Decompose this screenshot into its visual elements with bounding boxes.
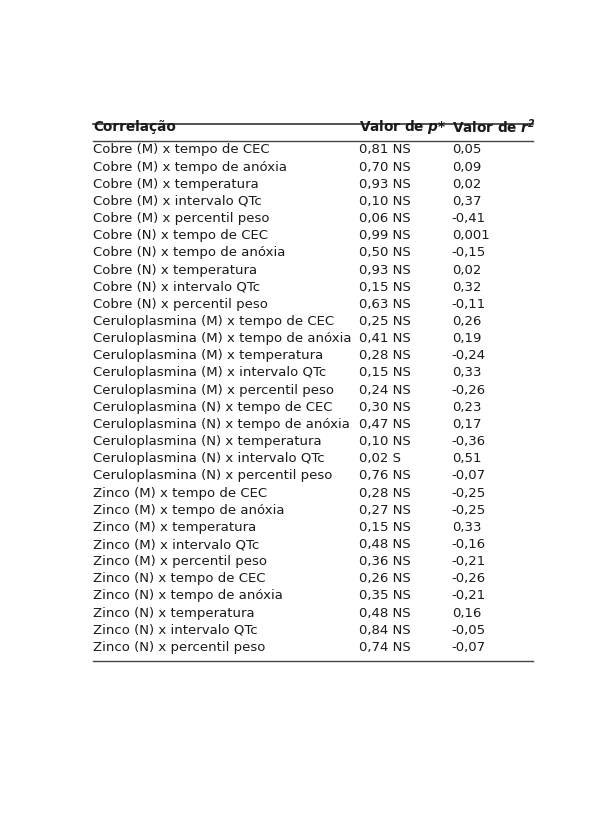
Text: 0,09: 0,09: [452, 161, 481, 174]
Text: Valor de $\bfit{r}^{2}$: Valor de $\bfit{r}^{2}$: [452, 117, 536, 136]
Text: Zinco (N) x tempo de CEC: Zinco (N) x tempo de CEC: [93, 572, 266, 586]
Text: 0,30 NS: 0,30 NS: [359, 400, 411, 414]
Text: Cobre (N) x intervalo QTc: Cobre (N) x intervalo QTc: [93, 281, 260, 294]
Text: 0,48 NS: 0,48 NS: [359, 607, 411, 620]
Text: 0,70 NS: 0,70 NS: [359, 161, 411, 174]
Text: 0,15 NS: 0,15 NS: [359, 281, 411, 294]
Text: 0,81 NS: 0,81 NS: [359, 143, 411, 156]
Text: 0,06 NS: 0,06 NS: [359, 212, 411, 225]
Text: Zinco (M) x tempo de CEC: Zinco (M) x tempo de CEC: [93, 486, 267, 500]
Text: 0,23: 0,23: [452, 400, 481, 414]
Text: 0,63 NS: 0,63 NS: [359, 298, 411, 311]
Text: 0,15 NS: 0,15 NS: [359, 366, 411, 379]
Text: -0,07: -0,07: [452, 469, 486, 482]
Text: -0,41: -0,41: [452, 212, 486, 225]
Text: Zinco (M) x percentil peso: Zinco (M) x percentil peso: [93, 555, 267, 568]
Text: Zinco (M) x intervalo QTc: Zinco (M) x intervalo QTc: [93, 538, 259, 551]
Text: Zinco (N) x percentil peso: Zinco (N) x percentil peso: [93, 641, 266, 654]
Text: 0,41 NS: 0,41 NS: [359, 333, 411, 345]
Text: Ceruloplasmina (N) x tempo de CEC: Ceruloplasmina (N) x tempo de CEC: [93, 400, 333, 414]
Text: Cobre (M) x percentil peso: Cobre (M) x percentil peso: [93, 212, 270, 225]
Text: -0,25: -0,25: [452, 486, 486, 500]
Text: -0,16: -0,16: [452, 538, 486, 551]
Text: 0,27 NS: 0,27 NS: [359, 504, 411, 517]
Text: Zinco (N) x tempo de anóxia: Zinco (N) x tempo de anóxia: [93, 590, 283, 603]
Text: Ceruloplasmina (M) x percentil peso: Ceruloplasmina (M) x percentil peso: [93, 383, 334, 396]
Text: 0,02 S: 0,02 S: [359, 452, 401, 465]
Text: Cobre (M) x intervalo QTc: Cobre (M) x intervalo QTc: [93, 195, 262, 208]
Text: 0,28 NS: 0,28 NS: [359, 486, 411, 500]
Text: -0,25: -0,25: [452, 504, 486, 517]
Text: Cobre (M) x tempo de anóxia: Cobre (M) x tempo de anóxia: [93, 161, 287, 174]
Text: -0,11: -0,11: [452, 298, 486, 311]
Text: 0,001: 0,001: [452, 229, 490, 242]
Text: -0,15: -0,15: [452, 247, 486, 260]
Text: -0,26: -0,26: [452, 383, 486, 396]
Text: Cobre (N) x tempo de anóxia: Cobre (N) x tempo de anóxia: [93, 247, 285, 260]
Text: 0,33: 0,33: [452, 521, 481, 534]
Text: Zinco (M) x tempo de anóxia: Zinco (M) x tempo de anóxia: [93, 504, 285, 517]
Text: Ceruloplasmina (N) x intervalo QTc: Ceruloplasmina (N) x intervalo QTc: [93, 452, 325, 465]
Text: 0,37: 0,37: [452, 195, 481, 208]
Text: 0,35 NS: 0,35 NS: [359, 590, 411, 603]
Text: -0,24: -0,24: [452, 350, 486, 362]
Text: -0,07: -0,07: [452, 641, 486, 654]
Text: Zinco (M) x temperatura: Zinco (M) x temperatura: [93, 521, 256, 534]
Text: 0,84 NS: 0,84 NS: [359, 624, 411, 637]
Text: 0,02: 0,02: [452, 264, 481, 277]
Text: -0,05: -0,05: [452, 624, 486, 637]
Text: Ceruloplasmina (M) x intervalo QTc: Ceruloplasmina (M) x intervalo QTc: [93, 366, 327, 379]
Text: 0,19: 0,19: [452, 333, 481, 345]
Text: 0,15 NS: 0,15 NS: [359, 521, 411, 534]
Text: 0,05: 0,05: [452, 143, 481, 156]
Text: Cobre (N) x tempo de CEC: Cobre (N) x tempo de CEC: [93, 229, 268, 242]
Text: 0,25 NS: 0,25 NS: [359, 315, 411, 328]
Text: 0,10 NS: 0,10 NS: [359, 195, 411, 208]
Text: Correlação: Correlação: [93, 120, 176, 133]
Text: -0,21: -0,21: [452, 555, 486, 568]
Text: 0,02: 0,02: [452, 178, 481, 191]
Text: -0,21: -0,21: [452, 590, 486, 603]
Text: Cobre (M) x tempo de CEC: Cobre (M) x tempo de CEC: [93, 143, 270, 156]
Text: Cobre (N) x temperatura: Cobre (N) x temperatura: [93, 264, 257, 277]
Text: Ceruloplasmina (M) x tempo de CEC: Ceruloplasmina (M) x tempo de CEC: [93, 315, 334, 328]
Text: 0,76 NS: 0,76 NS: [359, 469, 411, 482]
Text: Ceruloplasmina (N) x temperatura: Ceruloplasmina (N) x temperatura: [93, 435, 322, 448]
Text: Cobre (M) x temperatura: Cobre (M) x temperatura: [93, 178, 259, 191]
Text: 0,24 NS: 0,24 NS: [359, 383, 411, 396]
Text: 0,47 NS: 0,47 NS: [359, 418, 411, 431]
Text: Ceruloplasmina (N) x percentil peso: Ceruloplasmina (N) x percentil peso: [93, 469, 333, 482]
Text: -0,36: -0,36: [452, 435, 486, 448]
Text: -0,26: -0,26: [452, 572, 486, 586]
Text: Zinco (N) x intervalo QTc: Zinco (N) x intervalo QTc: [93, 624, 258, 637]
Text: 0,48 NS: 0,48 NS: [359, 538, 411, 551]
Text: 0,93 NS: 0,93 NS: [359, 178, 411, 191]
Text: Ceruloplasmina (N) x tempo de anóxia: Ceruloplasmina (N) x tempo de anóxia: [93, 418, 350, 431]
Text: 0,74 NS: 0,74 NS: [359, 641, 411, 654]
Text: 0,36 NS: 0,36 NS: [359, 555, 411, 568]
Text: 0,16: 0,16: [452, 607, 481, 620]
Text: 0,51: 0,51: [452, 452, 481, 465]
Text: Zinco (N) x temperatura: Zinco (N) x temperatura: [93, 607, 255, 620]
Text: 0,26 NS: 0,26 NS: [359, 572, 411, 586]
Text: 0,10 NS: 0,10 NS: [359, 435, 411, 448]
Text: 0,28 NS: 0,28 NS: [359, 350, 411, 362]
Text: 0,17: 0,17: [452, 418, 481, 431]
Text: Valor de $\bfit{p}$*: Valor de $\bfit{p}$*: [359, 118, 447, 136]
Text: 0,33: 0,33: [452, 366, 481, 379]
Text: 0,50 NS: 0,50 NS: [359, 247, 411, 260]
Text: 0,99 NS: 0,99 NS: [359, 229, 411, 242]
Text: Ceruloplasmina (M) x temperatura: Ceruloplasmina (M) x temperatura: [93, 350, 324, 362]
Text: Ceruloplasmina (M) x tempo de anóxia: Ceruloplasmina (M) x tempo de anóxia: [93, 333, 352, 345]
Text: 0,93 NS: 0,93 NS: [359, 264, 411, 277]
Text: 0,26: 0,26: [452, 315, 481, 328]
Text: Cobre (N) x percentil peso: Cobre (N) x percentil peso: [93, 298, 268, 311]
Text: 0,32: 0,32: [452, 281, 481, 294]
